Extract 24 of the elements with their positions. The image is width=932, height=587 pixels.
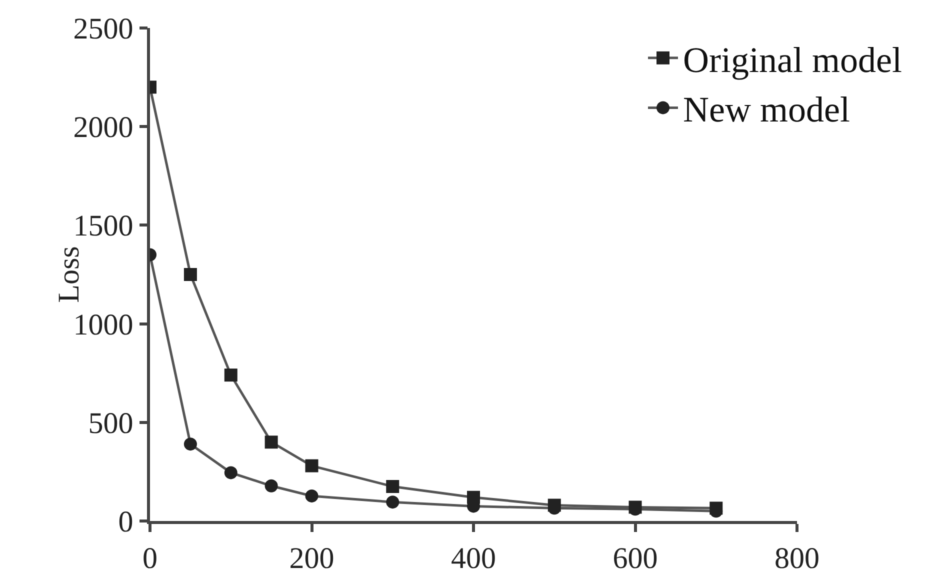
x-tick-label: 800 <box>774 542 820 575</box>
legend-label: New model <box>682 90 850 130</box>
y-tick-label: 1500 <box>73 210 134 243</box>
point <box>305 459 318 472</box>
point <box>264 479 278 492</box>
y-tick-label: 500 <box>88 406 134 440</box>
point <box>386 496 400 509</box>
point <box>305 489 318 502</box>
point <box>264 436 278 449</box>
x-tick-label: 400 <box>451 542 496 575</box>
point <box>224 368 238 382</box>
point <box>224 466 238 480</box>
x-tick-label: 600 <box>612 542 658 575</box>
point <box>184 268 197 281</box>
point <box>184 438 197 451</box>
y-tick-label: 1000 <box>73 308 134 342</box>
x-tick-label: 0 <box>142 542 158 575</box>
y-axis-title: Loss <box>52 246 86 303</box>
y-tick-label: 2500 <box>73 12 134 46</box>
y-tick-label: 0 <box>118 506 134 538</box>
legend-label: Original model <box>682 40 902 80</box>
y-tick-label: 2000 <box>73 111 134 144</box>
point <box>386 480 400 493</box>
x-tick-label: 200 <box>289 542 334 575</box>
